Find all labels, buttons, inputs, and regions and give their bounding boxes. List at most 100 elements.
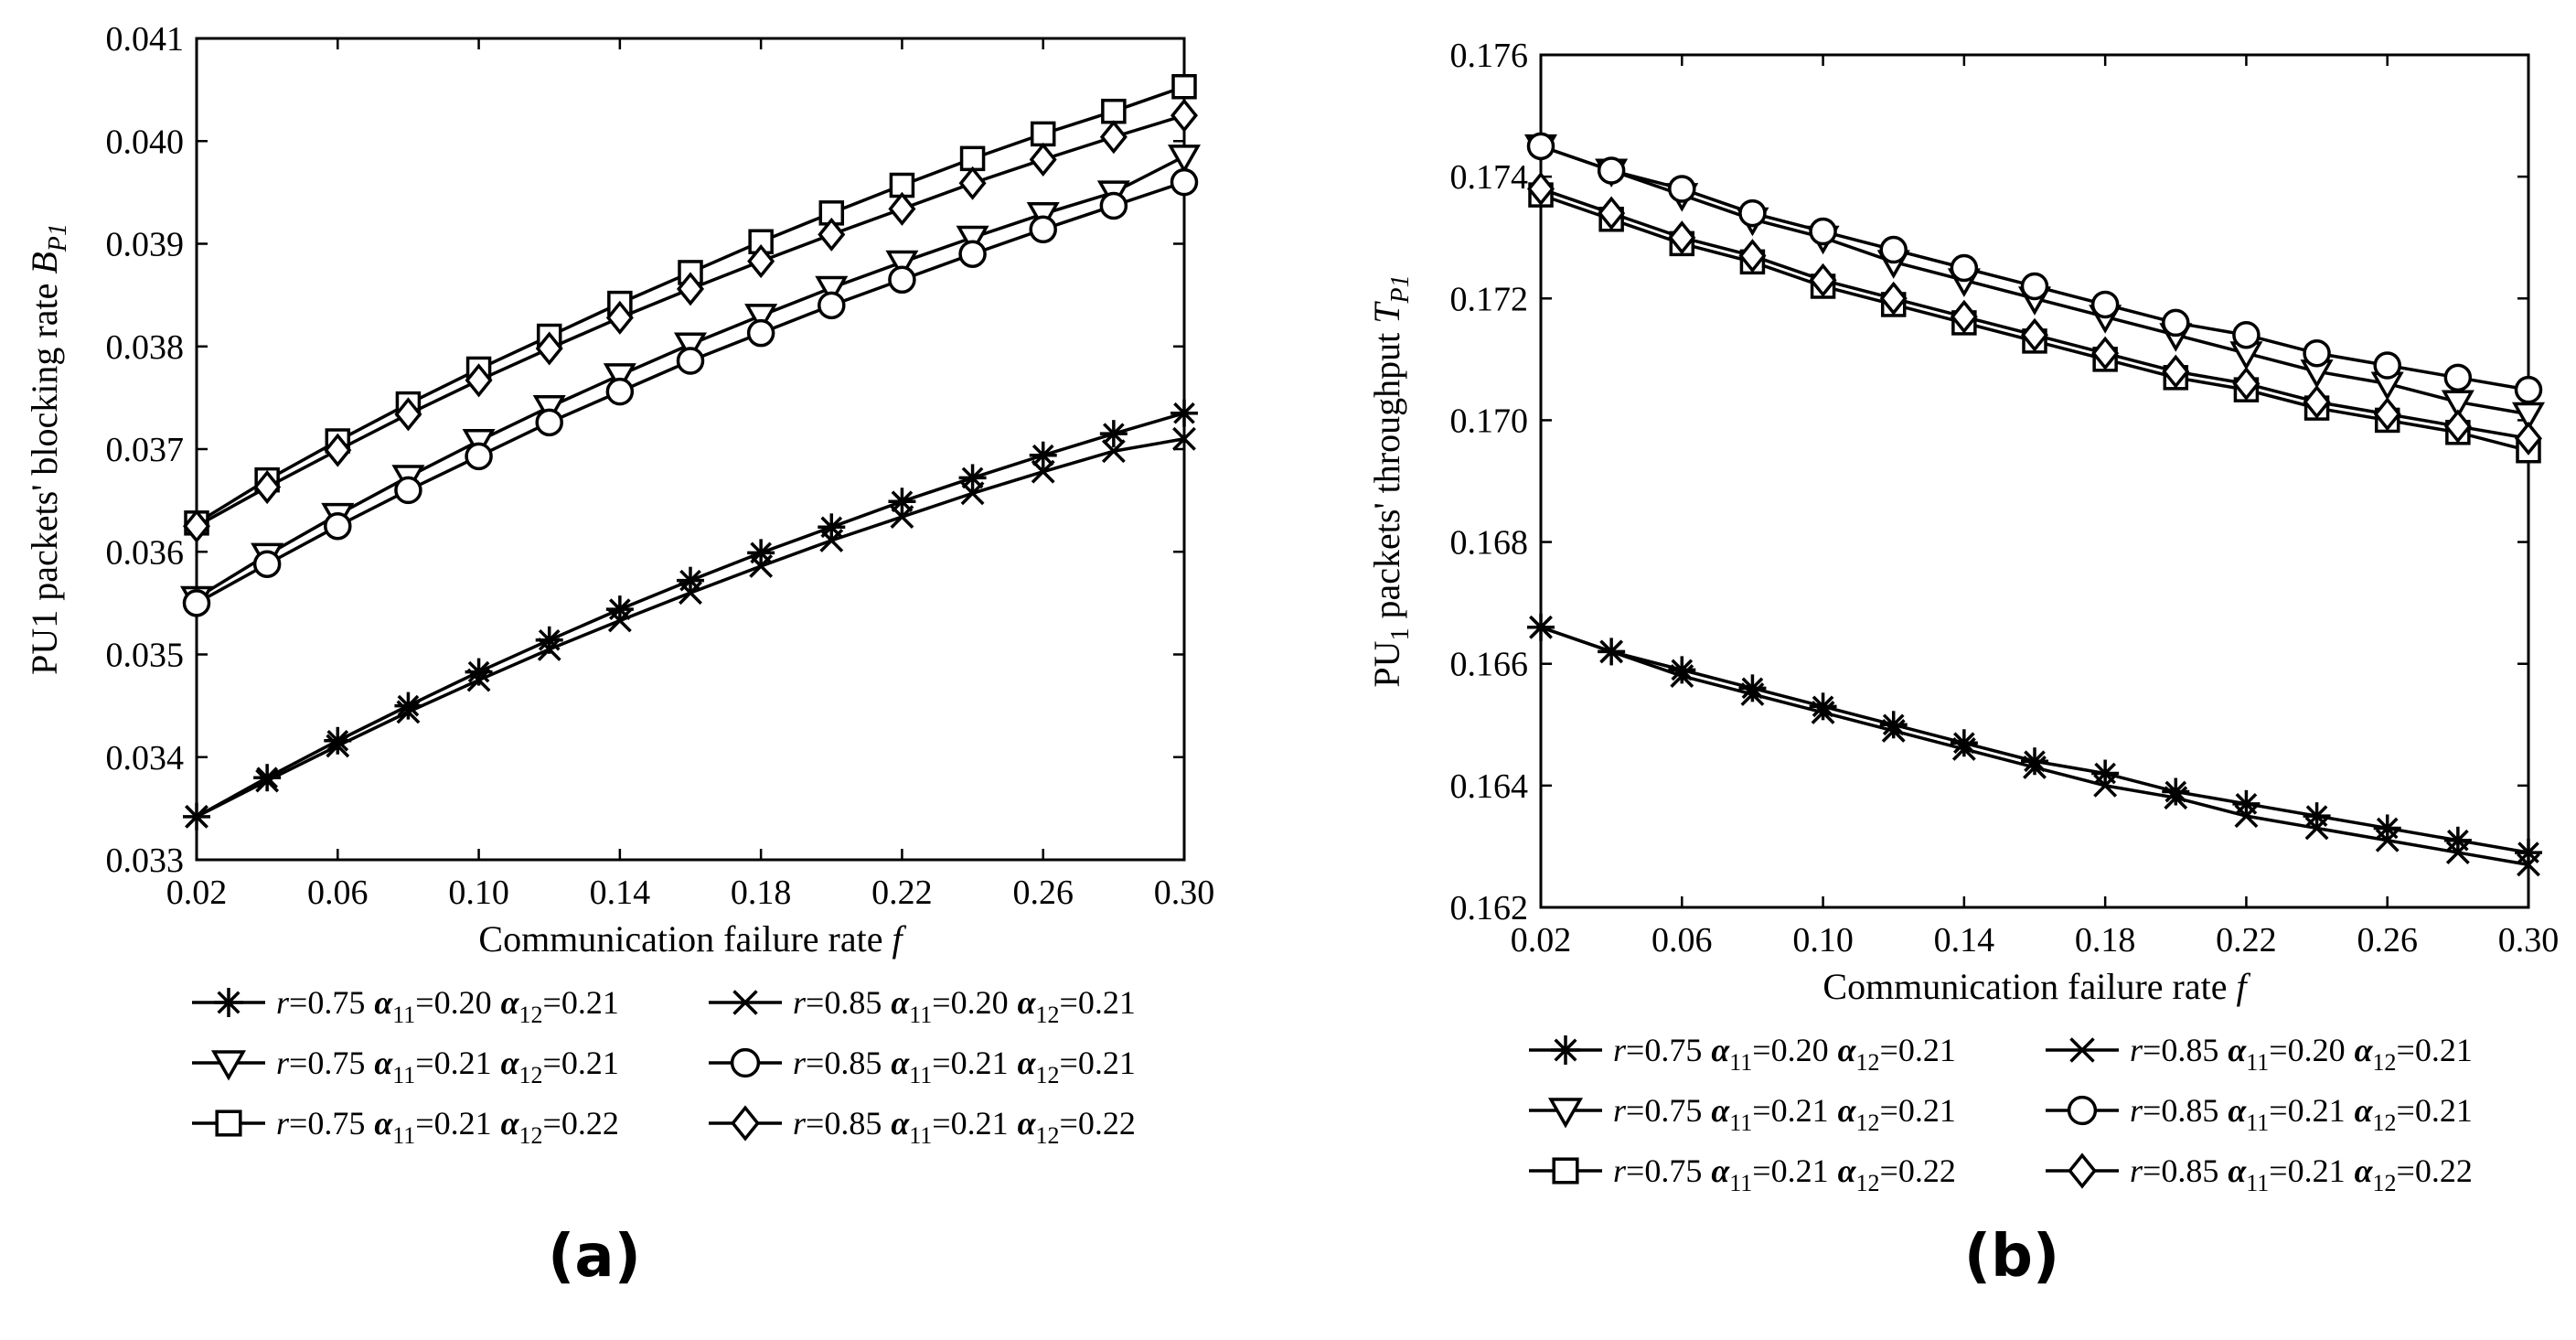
marker-shape bbox=[2232, 366, 2261, 402]
data-point bbox=[673, 332, 708, 362]
marker-stroke bbox=[1811, 701, 1835, 724]
marker-stroke bbox=[819, 528, 844, 552]
marker-shape bbox=[2091, 336, 2120, 370]
legend-entry-triangle-down: r=0.75 α11=0.21 α12=0.21 bbox=[1529, 1092, 1956, 1136]
marker-shape bbox=[673, 332, 708, 362]
marker-shape bbox=[324, 511, 352, 541]
x-tick-label: 0.22 bbox=[871, 874, 933, 912]
x-tick-label: 0.10 bbox=[448, 874, 509, 912]
data-point bbox=[888, 488, 916, 516]
marker-shape bbox=[182, 589, 211, 617]
marker-shape bbox=[958, 240, 987, 268]
marker-stroke bbox=[1882, 713, 1905, 736]
series-x bbox=[185, 426, 1196, 829]
marker-shape bbox=[956, 225, 989, 255]
legend-entry-diamond: r=0.85 α11=0.21 α12=0.22 bbox=[2046, 1152, 2473, 1196]
marker-stroke bbox=[891, 490, 914, 513]
marker-shape bbox=[1668, 220, 1696, 255]
data-point bbox=[607, 608, 632, 633]
legend-entry-square: r=0.75 α11=0.21 α12=0.22 bbox=[1529, 1152, 1956, 1196]
marker-shape bbox=[2443, 363, 2473, 392]
marker-shape bbox=[1029, 215, 1057, 244]
marker-stroke bbox=[326, 729, 349, 752]
legend: r=0.75 α11=0.20 α12=0.21 r=0.85 α11=0.20 α12=… bbox=[1529, 1032, 2473, 1196]
legend-label: r=0.85 α11=0.21 α12=0.22 bbox=[2130, 1152, 2473, 1196]
data-point bbox=[2162, 354, 2190, 389]
data-point bbox=[2234, 804, 2259, 829]
data-point bbox=[182, 509, 211, 543]
legend-marker bbox=[2069, 1037, 2095, 1063]
marker-shape bbox=[2511, 402, 2546, 432]
marker-shape bbox=[1738, 198, 1767, 228]
data-point bbox=[2164, 786, 2188, 810]
data-point bbox=[958, 240, 987, 268]
data-point bbox=[1879, 235, 1908, 264]
data-point bbox=[2517, 852, 2540, 877]
x-tick-label: 0.10 bbox=[1792, 921, 1854, 959]
marker-stroke bbox=[1031, 444, 1054, 466]
marker-stroke bbox=[467, 660, 490, 683]
marker-stroke bbox=[2445, 841, 2470, 865]
legend-entry-asterisk: r=0.75 α11=0.20 α12=0.21 bbox=[192, 984, 619, 1028]
data-point bbox=[1172, 426, 1196, 451]
legend-entry-circle: r=0.85 α11=0.21 α12=0.21 bbox=[709, 1045, 1136, 1088]
marker-shape bbox=[958, 166, 987, 200]
data-point bbox=[885, 250, 919, 280]
data-point bbox=[605, 300, 634, 335]
marker-shape bbox=[535, 331, 563, 366]
data-point bbox=[1529, 615, 1553, 639]
data-point bbox=[1099, 120, 1128, 155]
legend-marker bbox=[214, 988, 243, 1017]
marker-stroke bbox=[1740, 682, 1765, 706]
x-axis-title: Communication failure rate f bbox=[478, 918, 906, 959]
series-line bbox=[196, 437, 1185, 819]
data-point bbox=[819, 528, 844, 552]
data-point bbox=[959, 145, 986, 172]
data-point bbox=[2514, 421, 2543, 456]
x-tick-label: 0.02 bbox=[1511, 921, 1572, 959]
data-point bbox=[1101, 98, 1127, 124]
data-point bbox=[255, 768, 280, 793]
marker-shape bbox=[885, 250, 919, 280]
y-tick-label: 0.176 bbox=[1450, 37, 1529, 75]
y-tick-label: 0.041 bbox=[106, 20, 185, 59]
marker-stroke bbox=[466, 668, 491, 692]
data-point bbox=[818, 291, 846, 320]
marker-stroke bbox=[1951, 736, 1976, 761]
marker-shape bbox=[2067, 1095, 2098, 1126]
marker-shape bbox=[215, 1110, 242, 1137]
data-point bbox=[253, 764, 282, 792]
data-point bbox=[1167, 145, 1202, 174]
data-point bbox=[466, 668, 491, 692]
data-point bbox=[2375, 828, 2400, 852]
y-tick-label: 0.035 bbox=[106, 637, 185, 675]
series-asterisk bbox=[183, 399, 1198, 831]
marker-shape bbox=[2514, 421, 2543, 456]
data-point bbox=[1668, 175, 1696, 203]
legend-entry-asterisk: r=0.75 α11=0.20 α12=0.21 bbox=[1529, 1032, 1956, 1076]
data-point bbox=[1099, 420, 1128, 448]
data-point bbox=[1811, 701, 1835, 724]
x-tick-label: 0.06 bbox=[307, 874, 369, 912]
legend-label: r=0.85 α11=0.21 α12=0.21 bbox=[793, 1045, 1136, 1088]
marker-shape bbox=[1668, 175, 1696, 203]
marker-shape bbox=[1167, 145, 1202, 174]
data-point bbox=[818, 217, 846, 252]
marker-shape bbox=[1101, 98, 1127, 124]
data-point bbox=[1951, 736, 1976, 761]
marker-shape bbox=[676, 272, 705, 306]
data-point bbox=[815, 275, 849, 306]
data-point bbox=[679, 581, 702, 606]
data-point bbox=[2373, 351, 2401, 380]
data-point bbox=[1031, 459, 1055, 484]
data-point bbox=[1170, 98, 1199, 133]
legend-label: r=0.75 α11=0.20 α12=0.21 bbox=[276, 984, 619, 1028]
marker-shape bbox=[394, 476, 422, 505]
x-axis-title: Communication failure rate f bbox=[1822, 966, 2250, 1007]
data-point bbox=[2304, 816, 2329, 841]
y-tick-label: 0.162 bbox=[1450, 889, 1529, 927]
marker-shape bbox=[888, 191, 916, 226]
legend-marker bbox=[731, 1105, 760, 1142]
data-point bbox=[744, 304, 778, 333]
marker-stroke bbox=[396, 700, 421, 724]
